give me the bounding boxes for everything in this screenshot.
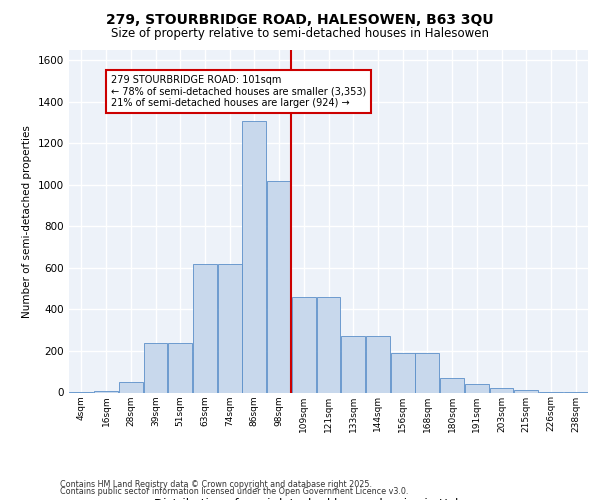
Bar: [415, 353, 439, 393]
Bar: [391, 353, 415, 393]
Bar: [341, 336, 365, 392]
Bar: [317, 297, 340, 392]
Bar: [168, 342, 192, 392]
Bar: [514, 390, 538, 392]
Bar: [267, 181, 291, 392]
Text: Contains public sector information licensed under the Open Government Licence v3: Contains public sector information licen…: [60, 488, 409, 496]
Bar: [119, 382, 143, 392]
Text: Size of property relative to semi-detached houses in Halesowen: Size of property relative to semi-detach…: [111, 28, 489, 40]
Bar: [440, 378, 464, 392]
Bar: [292, 297, 316, 392]
Bar: [218, 264, 242, 392]
Bar: [242, 120, 266, 392]
Bar: [490, 388, 514, 392]
Bar: [366, 336, 390, 392]
Text: Contains HM Land Registry data © Crown copyright and database right 2025.: Contains HM Land Registry data © Crown c…: [60, 480, 372, 489]
Text: 279, STOURBRIDGE ROAD, HALESOWEN, B63 3QU: 279, STOURBRIDGE ROAD, HALESOWEN, B63 3Q…: [106, 12, 494, 26]
Bar: [465, 384, 489, 392]
Bar: [143, 342, 167, 392]
Y-axis label: Number of semi-detached properties: Number of semi-detached properties: [22, 125, 32, 318]
X-axis label: Distribution of semi-detached houses by size in Halesowen: Distribution of semi-detached houses by …: [154, 498, 503, 500]
Bar: [193, 264, 217, 392]
Text: 279 STOURBRIDGE ROAD: 101sqm
← 78% of semi-detached houses are smaller (3,353)
2: 279 STOURBRIDGE ROAD: 101sqm ← 78% of se…: [111, 75, 366, 108]
